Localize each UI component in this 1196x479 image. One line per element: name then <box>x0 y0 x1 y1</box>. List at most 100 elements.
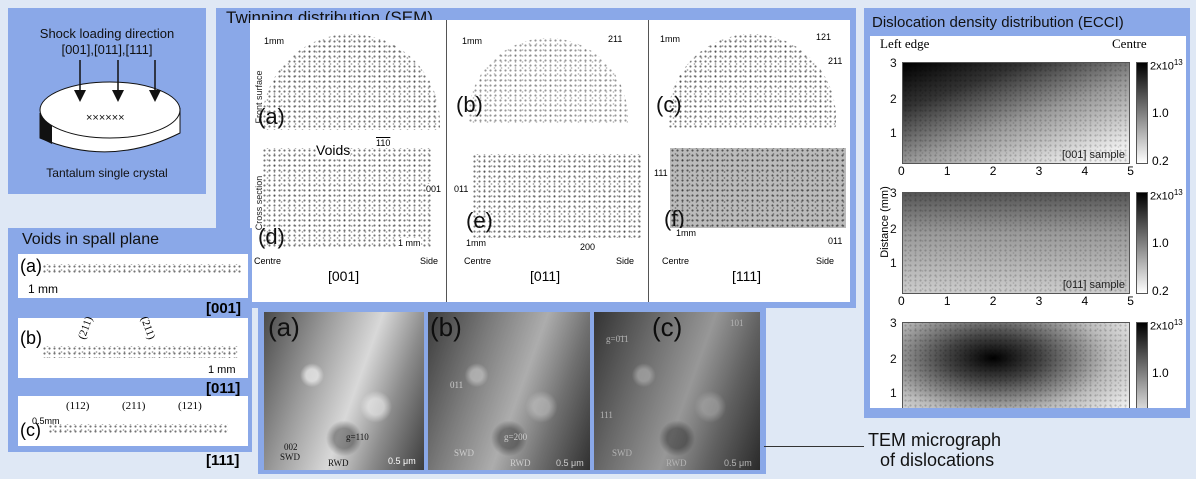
tem-label-b: (b) <box>430 312 462 342</box>
panel-label-a: (a) <box>258 104 285 129</box>
sem-front-001 <box>262 34 440 130</box>
orientation-011: [011] <box>530 268 561 284</box>
voids-row-c: (c) 0.5mm (112) (211) (121) <box>18 396 248 446</box>
dir-bottom-011: 200 <box>580 242 596 252</box>
tem-label-a: (a) <box>268 312 300 342</box>
centre-mark: Centre <box>464 256 492 266</box>
cbar-top-text: 2x10 <box>1150 190 1174 203</box>
ecci-colorbar <box>1136 62 1148 164</box>
ecci-cbar-low: 0.2 <box>1152 154 1169 168</box>
ecci-map-001: [001] sample <box>902 62 1130 164</box>
panel-label-c: (c) <box>656 92 682 117</box>
xtick: 2 <box>989 294 997 308</box>
tem-image-c: (c) g=0̄1̄1 101 111 SWD RWD 0.5 μm <box>594 312 760 470</box>
ecci-figure: Left edge Centre Distance (mm) [001] sam… <box>870 36 1186 408</box>
voids-plane-c1: (112) <box>66 400 90 412</box>
xtick-row: 0 1 2 3 4 5 <box>898 294 1134 308</box>
ecci-map-011: [011] sample <box>902 192 1130 294</box>
ecci-dither <box>903 63 1129 163</box>
voids-row-a: (a) 1 mm <box>18 254 248 298</box>
tem-image-a: (a) g=110 002 SWD RWD 0.5 μm <box>264 312 424 470</box>
ytick: 2 <box>890 352 897 366</box>
ecci-cbar-mid: 1.0 <box>1152 106 1169 120</box>
ytick: 3 <box>890 56 897 70</box>
xtick: 0 <box>898 294 905 308</box>
cbar-top-text: 2x10 <box>1150 320 1174 333</box>
ecci-left-label: Left edge <box>880 36 930 51</box>
tem-scale-c: 0.5 μm <box>724 458 752 468</box>
scale-cross-001: 1 mm <box>398 238 421 248</box>
tem-swd-c: SWD <box>612 448 632 458</box>
centre-mark: Centre <box>254 256 282 266</box>
tem-scale-a: 0.5 μm <box>388 456 416 466</box>
side-mark: Side <box>816 256 835 266</box>
ecci-cbar-mid: 1.0 <box>1152 366 1169 380</box>
ecci-cbar-top: 2x1013 <box>1150 58 1183 73</box>
cbar-top-exp: 13 <box>1173 58 1183 67</box>
sem-front-011 <box>468 38 628 124</box>
ecci-title: Dislocation density distribution (ECCI) <box>872 14 1124 31</box>
ecci-right-label: Centre <box>1112 36 1147 51</box>
ecci-sample-001: [001] sample <box>1062 149 1125 161</box>
ytick: 1 <box>890 386 897 400</box>
centre-mark: Centre <box>662 256 690 266</box>
tem-caption-pointer <box>764 446 864 447</box>
specimen-marks: ×××××× <box>86 112 125 124</box>
xtick: 3 <box>1035 294 1043 308</box>
dir-top-111: 121 <box>816 32 832 42</box>
ytick: 1 <box>890 126 897 140</box>
ytick: 2 <box>890 222 897 236</box>
column-divider <box>648 20 649 302</box>
voids-row-b: (b) (211) (211) 1 mm <box>18 314 248 378</box>
voids-scale-b: 1 mm <box>208 364 236 376</box>
tem-image-b: (b) 011 g=200 SWD RWD 0.5 μm <box>428 312 590 470</box>
voids-scale-c: 0.5mm <box>32 416 60 426</box>
tem-caption-line1: TEM micrograph <box>868 430 1002 450</box>
dir-bottom-111: 011 <box>828 236 843 246</box>
tem-rwd-a: RWD <box>328 458 349 468</box>
ecci-colorbar <box>1136 322 1148 408</box>
xtick: 2 <box>989 164 997 178</box>
voids-image-c <box>48 424 228 434</box>
voids-image-a <box>42 264 242 274</box>
voids-plane-c3: (121) <box>178 400 202 412</box>
shock-loading-title: Shock loading direction <box>39 26 175 41</box>
xtick: 5 <box>1127 164 1134 178</box>
voids-label-b: (b) <box>20 328 42 348</box>
orientation-001: [001] <box>328 268 360 284</box>
tem-caption-line2: of dislocations <box>880 450 995 470</box>
ytick: 1 <box>890 256 897 270</box>
side-mark: Side <box>420 256 439 266</box>
scale-front-011: 1mm <box>462 36 482 46</box>
ecci-dither <box>903 323 1129 408</box>
specimen-caption: Tantalum single crystal <box>46 166 168 180</box>
scale-front-001: 1mm <box>264 36 284 46</box>
ecci-cbar-low: 0.2 <box>1152 284 1169 298</box>
scale-front-111: 1mm <box>660 34 680 44</box>
xtick: 4 <box>1081 294 1089 308</box>
cbar-top-exp: 13 <box>1173 318 1183 327</box>
ytick: 3 <box>890 186 897 200</box>
dir-top-011: 211 <box>608 34 623 44</box>
voids-title: Voids in spall plane <box>22 231 159 248</box>
voids-orientation-011: [011] <box>206 380 241 397</box>
tem-swd-dir-b: 011 <box>450 380 464 390</box>
panel-label-b: (b) <box>456 92 483 117</box>
tem-g-dir-c: 101 <box>730 318 744 328</box>
shock-loading-panel: Shock loading direction [001],[011],[111… <box>8 8 206 194</box>
ecci-colorbar <box>1136 192 1148 294</box>
scale-cross-111: 1mm <box>676 228 696 238</box>
ecci-cbar-top: 2x1013 <box>1150 188 1183 203</box>
specimen-disc-diagram <box>39 60 181 153</box>
tem-swd-b: SWD <box>454 448 474 458</box>
ytick: 3 <box>890 316 897 330</box>
ecci-sample-011: [011] sample <box>1062 279 1125 291</box>
column-divider <box>446 20 447 302</box>
voids-plane-b2: (211) <box>138 314 158 342</box>
xtick: 1 <box>943 294 951 308</box>
voids-label-a: (a) <box>20 256 42 276</box>
voids-annotation: Voids <box>316 142 351 158</box>
tem-swd-dir-a: 002 <box>284 442 298 452</box>
voids-image-b <box>42 346 238 358</box>
twinning-figure: Front surface Cross section (a) 1mm (d) … <box>250 20 850 302</box>
